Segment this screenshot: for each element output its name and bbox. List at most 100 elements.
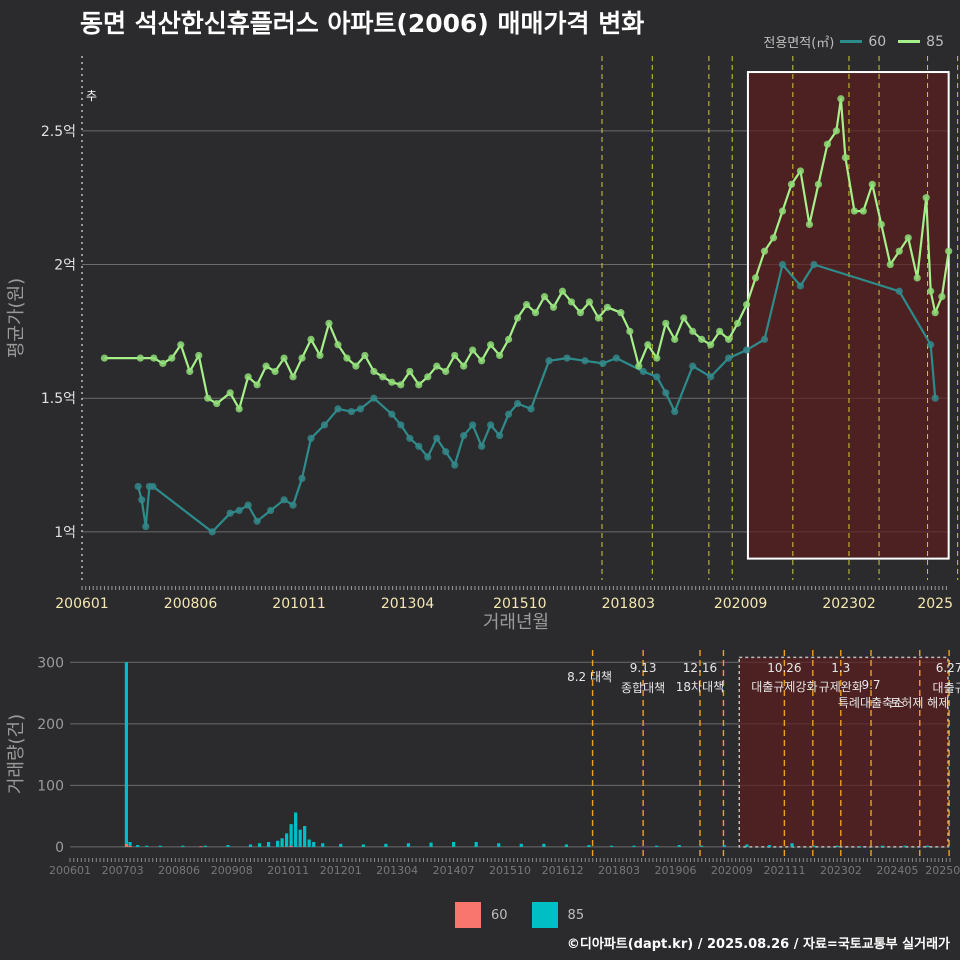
policy-name: 특례대출축소: [838, 696, 904, 710]
price-point-60: [460, 432, 468, 440]
volume-x-tick-label: 200703: [102, 864, 144, 877]
policy-date: 6.27: [936, 661, 960, 675]
price-point-85: [877, 220, 885, 229]
price-point-60: [266, 506, 275, 515]
volume-x-tick-label: 200806: [158, 864, 200, 877]
price-x-tick-label: 2025: [917, 596, 953, 612]
price-point-60: [496, 432, 504, 440]
volume-y-axis-title: 거래량(건): [6, 714, 27, 794]
price-point-85: [886, 260, 894, 269]
volume-highlight-region: [738, 656, 949, 848]
volume-x-tick-label: 202111: [764, 864, 806, 877]
price-point-85: [837, 95, 845, 103]
volume-bar-85: [745, 844, 749, 847]
volume-bar-85: [266, 842, 271, 847]
price-point-85: [522, 301, 531, 309]
price-point-60: [138, 496, 146, 504]
price-point-60: [415, 442, 423, 450]
volume-bar-85: [145, 845, 149, 847]
volume-bar-85: [700, 845, 704, 847]
price-point-85: [244, 373, 252, 381]
price-point-85: [787, 180, 796, 188]
price-point-85: [689, 327, 697, 335]
price-point-60: [671, 407, 679, 416]
policy-name: 대책: [590, 669, 612, 684]
price-point-60: [469, 421, 477, 429]
price-point-60: [406, 434, 414, 442]
volume-bar-85: [158, 845, 162, 847]
policy-name: 대출규: [933, 681, 960, 695]
price-point-60: [778, 260, 787, 269]
price-x-tick-label: 200601: [55, 596, 108, 612]
price-point-85: [913, 274, 921, 282]
legend-85-label: 85: [926, 33, 944, 50]
price-point-85: [186, 367, 194, 376]
price-point-85: [742, 301, 751, 309]
price-point-60: [424, 453, 432, 461]
price-point-60: [689, 362, 697, 370]
price-point-85: [442, 367, 450, 376]
size-legend: 전용면적(㎡) 60 85: [763, 32, 950, 52]
price-point-85: [868, 180, 876, 188]
price-point-85: [576, 309, 585, 317]
price-point-85: [895, 247, 903, 255]
price-point-85: [922, 194, 930, 202]
volume-x-tick-label: 201407: [433, 864, 475, 877]
price-point-85: [938, 293, 946, 301]
policy-name: 대출규제강화: [751, 680, 817, 694]
volume-bar-85: [339, 843, 343, 847]
volume-x-tick-label: 201201: [320, 864, 362, 877]
price-x-tick-label: 201304: [381, 596, 435, 612]
price-point-60: [653, 373, 661, 381]
volume-bar-85: [655, 845, 659, 847]
volume-y-tick-label: 100: [37, 778, 64, 794]
price-point-85: [334, 341, 342, 349]
price-point-60: [134, 482, 142, 491]
price-point-60: [513, 399, 522, 408]
volume-y-tick-label: 0: [55, 840, 64, 856]
price-point-60: [639, 367, 647, 376]
price-point-85: [424, 373, 432, 381]
price-point-85: [168, 354, 176, 362]
price-point-85: [289, 373, 297, 381]
price-point-60: [796, 282, 805, 290]
volume-bar-60: [124, 843, 129, 847]
volume-bar-85: [280, 838, 284, 847]
volume-x-tick-label: 202302: [820, 864, 862, 877]
price-point-85: [213, 399, 221, 408]
price-point-85: [832, 127, 840, 135]
volume-bar-85: [406, 843, 411, 847]
volume-bar-85: [564, 844, 569, 847]
volume-x-tick-label: 200908: [211, 864, 253, 877]
volume-bar-85: [858, 846, 862, 848]
price-point-85: [617, 309, 625, 317]
volume-bar-85: [384, 843, 388, 847]
volume-bar-85: [542, 843, 546, 847]
price-x-tick-label: 202302: [822, 596, 875, 612]
price-point-60: [253, 517, 261, 525]
legend-vol60-swatch: [455, 902, 481, 928]
price-point-85: [177, 341, 185, 349]
policy-date: 9.7: [861, 678, 880, 692]
volume-bar-85: [632, 845, 636, 847]
volume-x-tick-label: 201803: [598, 864, 640, 877]
legend-60-label: 60: [868, 33, 887, 50]
volume-bar-85: [303, 826, 307, 847]
volume-legend: 60 85: [455, 902, 584, 928]
price-point-60: [347, 407, 356, 416]
price-point-85: [680, 314, 688, 322]
price-point-85: [716, 327, 724, 335]
price-point-85: [725, 335, 733, 343]
price-point-85: [644, 341, 652, 349]
price-point-85: [478, 357, 486, 365]
price-point-85: [298, 354, 306, 362]
price-point-85: [397, 381, 405, 389]
price-point-85: [343, 354, 351, 362]
volume-bar-85: [925, 845, 930, 847]
price-point-60: [504, 410, 513, 418]
policy-date: 9.13: [630, 661, 657, 675]
price-point-85: [635, 362, 643, 370]
legend-60-line-swatch: [840, 40, 863, 43]
volume-x-tick-label: 202506: [925, 864, 960, 877]
volume-x-tick-label: 201510: [489, 864, 531, 877]
